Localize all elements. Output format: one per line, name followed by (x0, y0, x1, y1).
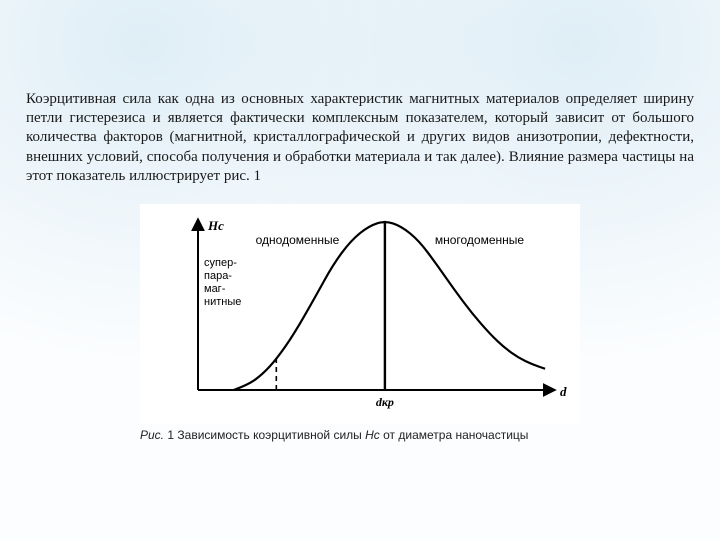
svg-text:маг-: маг- (204, 283, 226, 295)
body-paragraph: Коэрцитивная сила как одна из основных х… (26, 90, 694, 186)
slide: Коэрцитивная сила как одна из основных х… (0, 0, 720, 540)
caption-hc: Hc (365, 428, 380, 442)
svg-text:пара-: пара- (204, 270, 232, 282)
svg-text:d: d (560, 384, 567, 399)
svg-text:нитные: нитные (204, 296, 241, 308)
figure-caption: Рис. 1 Зависимость коэрцитивной силы Hc … (140, 428, 580, 442)
svg-text:многодоменные: многодоменные (435, 233, 525, 247)
figure: Hc d dкр однодоменные многодоменные супер-пар… (140, 204, 580, 442)
svg-text:dкр: dкр (376, 395, 394, 409)
caption-text-2: от диаметра наночастицы (383, 428, 528, 442)
svg-text:однодоменные: однодоменные (256, 233, 340, 247)
coercivity-chart: Hc d dкр однодоменные многодоменные супер-пар… (140, 204, 580, 424)
svg-text:Hc: Hc (207, 218, 224, 233)
caption-number: 1 (167, 428, 174, 442)
svg-text:супер-: супер- (204, 257, 237, 269)
caption-text-1: Зависимость коэрцитивной силы (177, 428, 361, 442)
caption-prefix: Рис. (140, 428, 164, 442)
